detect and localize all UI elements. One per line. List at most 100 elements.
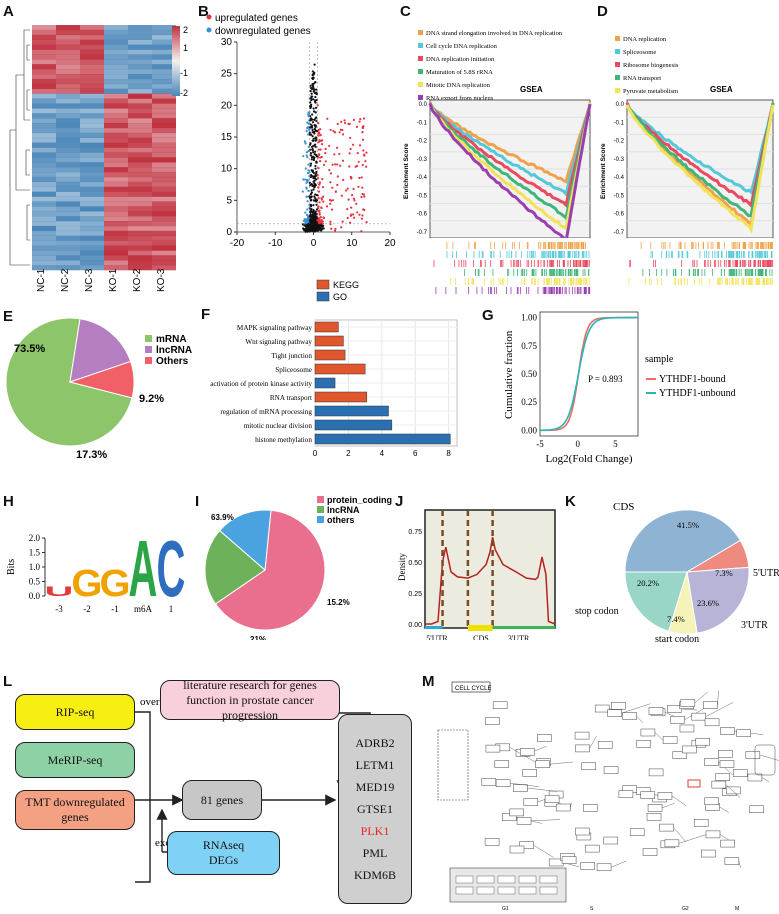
volcano-point <box>306 126 310 129</box>
gene-item: KDM6B <box>353 868 396 882</box>
y-tick-label: 0.50 <box>408 560 422 567</box>
category-label: MAPK signaling pathway <box>237 324 312 332</box>
volcano-point <box>334 227 337 230</box>
volcano-point <box>360 176 363 179</box>
heatmap-cell <box>80 216 104 222</box>
heatmap-cell <box>128 54 152 60</box>
volcano-point <box>336 146 339 149</box>
volcano-point <box>348 152 351 155</box>
heatmap-cell <box>80 132 104 138</box>
heatmap-cell <box>56 93 80 99</box>
legend-swatch <box>316 291 330 302</box>
cdf-curve <box>540 316 638 432</box>
heatmap-cell <box>128 152 152 158</box>
heatmap-cell <box>104 172 128 178</box>
volcano-point <box>305 186 308 189</box>
literature-box: literature research for genes function i… <box>160 678 340 722</box>
heatmap-cell <box>152 113 176 119</box>
volcano-point <box>315 139 318 142</box>
volcano-point <box>309 151 313 155</box>
heatmap-cell <box>152 103 176 109</box>
heatmap-cell <box>32 240 56 246</box>
heatmap-cell <box>128 123 152 129</box>
volcano-point <box>303 229 306 232</box>
heatmap-cell <box>128 64 152 70</box>
volcano-point <box>333 153 336 156</box>
volcano-point <box>307 169 310 172</box>
volcano-point <box>314 199 317 202</box>
volcano-point <box>363 154 366 157</box>
volcano-point <box>311 149 314 152</box>
rnaseq-box: RNAseq DEGs <box>167 831 280 875</box>
heatmap-cell <box>128 103 152 109</box>
legend-label: Mitotic DNA replication <box>426 82 491 89</box>
heatmap-cell <box>152 221 176 227</box>
heatmap-cell <box>128 113 152 119</box>
heatmap-cell <box>32 78 56 85</box>
x-tick-label: -20 <box>230 238 245 249</box>
heatmap-cell <box>128 245 152 251</box>
heatmap-cell <box>80 167 104 173</box>
heatmap-cell <box>152 172 176 178</box>
volcano-point <box>308 181 311 184</box>
heatmap-cell <box>32 152 56 158</box>
legend-swatch <box>145 335 152 342</box>
heatmap-cell <box>104 152 128 158</box>
gene-box <box>664 839 680 848</box>
volcano-point <box>308 131 311 134</box>
heatmap-cell <box>128 108 152 114</box>
category-label: RNA transport <box>270 394 312 402</box>
legend-label: GO <box>333 292 347 302</box>
gene-box <box>680 699 696 707</box>
gsea-title: GSEA <box>520 85 543 94</box>
heatmap-cell <box>152 98 176 104</box>
volcano-point <box>334 190 337 194</box>
volcano-point <box>362 193 366 196</box>
legend-swatch <box>615 49 620 54</box>
heatmap-cell <box>104 157 128 163</box>
volcano-point <box>317 177 320 180</box>
gene-item: ADRB2 <box>355 736 395 750</box>
legend-label: RNA export from nucleus <box>426 95 494 102</box>
enrichment-curve <box>428 103 592 245</box>
heatmap-cell <box>152 59 176 65</box>
heatmap-cell <box>104 206 128 212</box>
volcano-point <box>336 163 339 166</box>
heatmap-cell <box>104 216 128 222</box>
heatmap-cell <box>152 265 176 271</box>
heatmap-cell <box>32 83 56 89</box>
volcano-point <box>315 193 319 197</box>
heatmap-cell <box>104 240 128 246</box>
gene-box <box>642 848 658 856</box>
colorbar-tick: 1 <box>183 43 188 53</box>
heatmap-cell <box>128 93 152 99</box>
volcano-point <box>315 119 318 123</box>
volcano-point <box>329 128 332 132</box>
heatmap-cell <box>80 157 104 163</box>
heatmap-cell <box>32 176 56 183</box>
legend-label: protein_coding <box>327 495 392 505</box>
heatmap-cell <box>104 39 128 45</box>
volcano-point <box>315 98 318 102</box>
volcano-point <box>352 143 355 146</box>
volcano-point <box>315 170 318 174</box>
volcano-point <box>317 209 321 212</box>
heatmap-cell <box>104 49 128 55</box>
gene-box <box>610 702 626 710</box>
heatmap-cell <box>128 230 152 236</box>
heatmap-cell <box>104 78 128 85</box>
volcano-point <box>313 132 316 135</box>
motif-letter: G <box>71 563 102 605</box>
gene-box <box>705 830 721 839</box>
sample-label: NC-3 <box>84 268 95 292</box>
y-axis-label: Density <box>397 553 407 581</box>
heatmap-cell <box>152 69 176 75</box>
colorbar <box>172 26 180 96</box>
pie-value-label: 20.2% <box>637 578 659 588</box>
gene-box <box>640 728 656 737</box>
volcano-point <box>310 189 313 192</box>
volcano-point <box>317 141 320 144</box>
heatmap-cell <box>104 137 128 143</box>
y-tick-label: 25 <box>221 69 233 80</box>
